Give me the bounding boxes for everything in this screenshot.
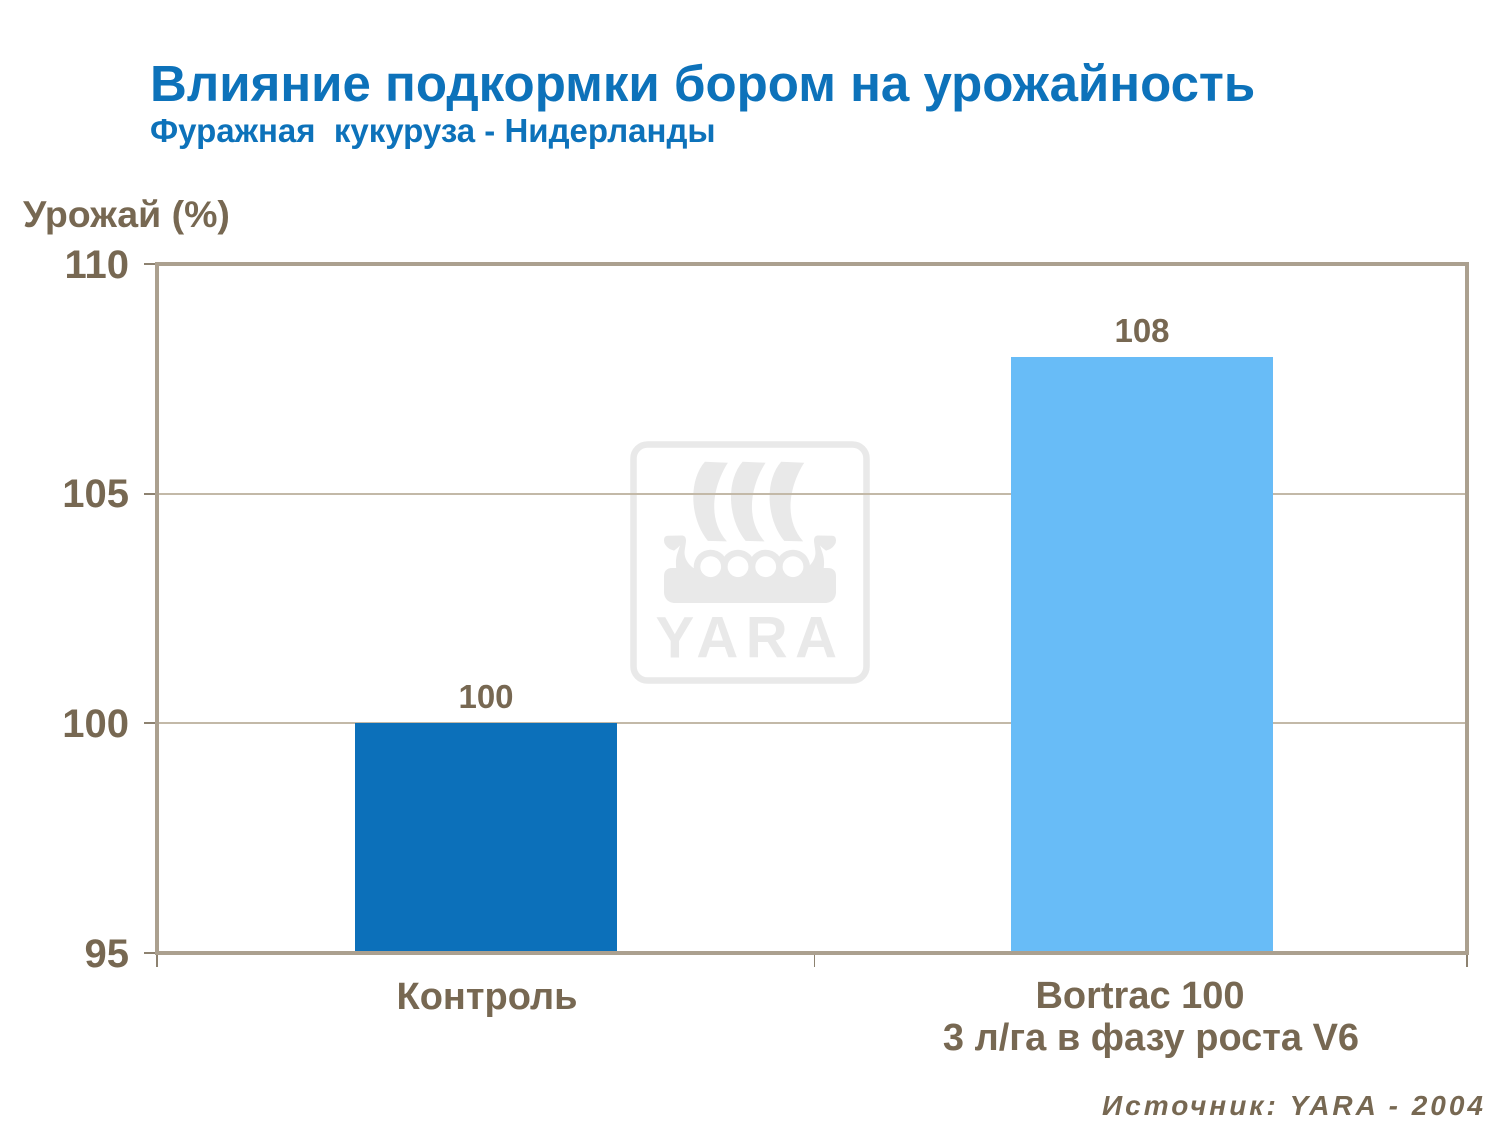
svg-text:YARA: YARA xyxy=(655,606,844,671)
